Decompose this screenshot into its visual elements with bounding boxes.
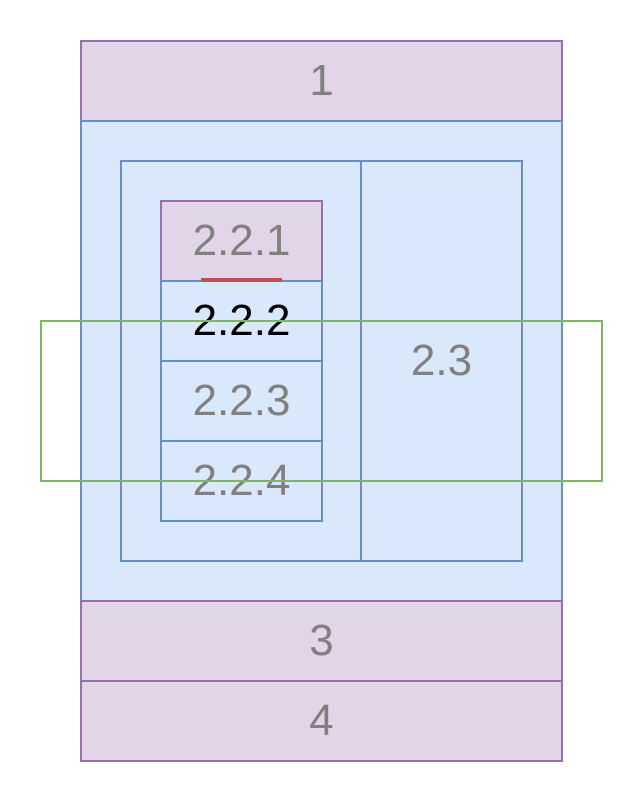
region-3: 3 bbox=[80, 600, 563, 682]
region-4: 4 bbox=[80, 680, 563, 762]
region-1: 1 bbox=[80, 40, 563, 122]
region-2-2-1-label: 2.2.1 bbox=[192, 216, 291, 265]
focus-underline-marker bbox=[201, 278, 282, 282]
region-4-label: 4 bbox=[309, 696, 334, 745]
region-2-3: 2.3 bbox=[360, 160, 523, 562]
region-1-label: 1 bbox=[309, 56, 334, 105]
region-2-2-3: 2.2.3 bbox=[160, 360, 323, 442]
region-2-3-label: 2.3 bbox=[410, 336, 473, 385]
region-3-label: 3 bbox=[309, 616, 334, 665]
region-2-2-3-label: 2.2.3 bbox=[192, 376, 291, 425]
viewport-frame bbox=[40, 320, 603, 482]
region-2-2-1: 2.2.1 bbox=[160, 200, 323, 282]
